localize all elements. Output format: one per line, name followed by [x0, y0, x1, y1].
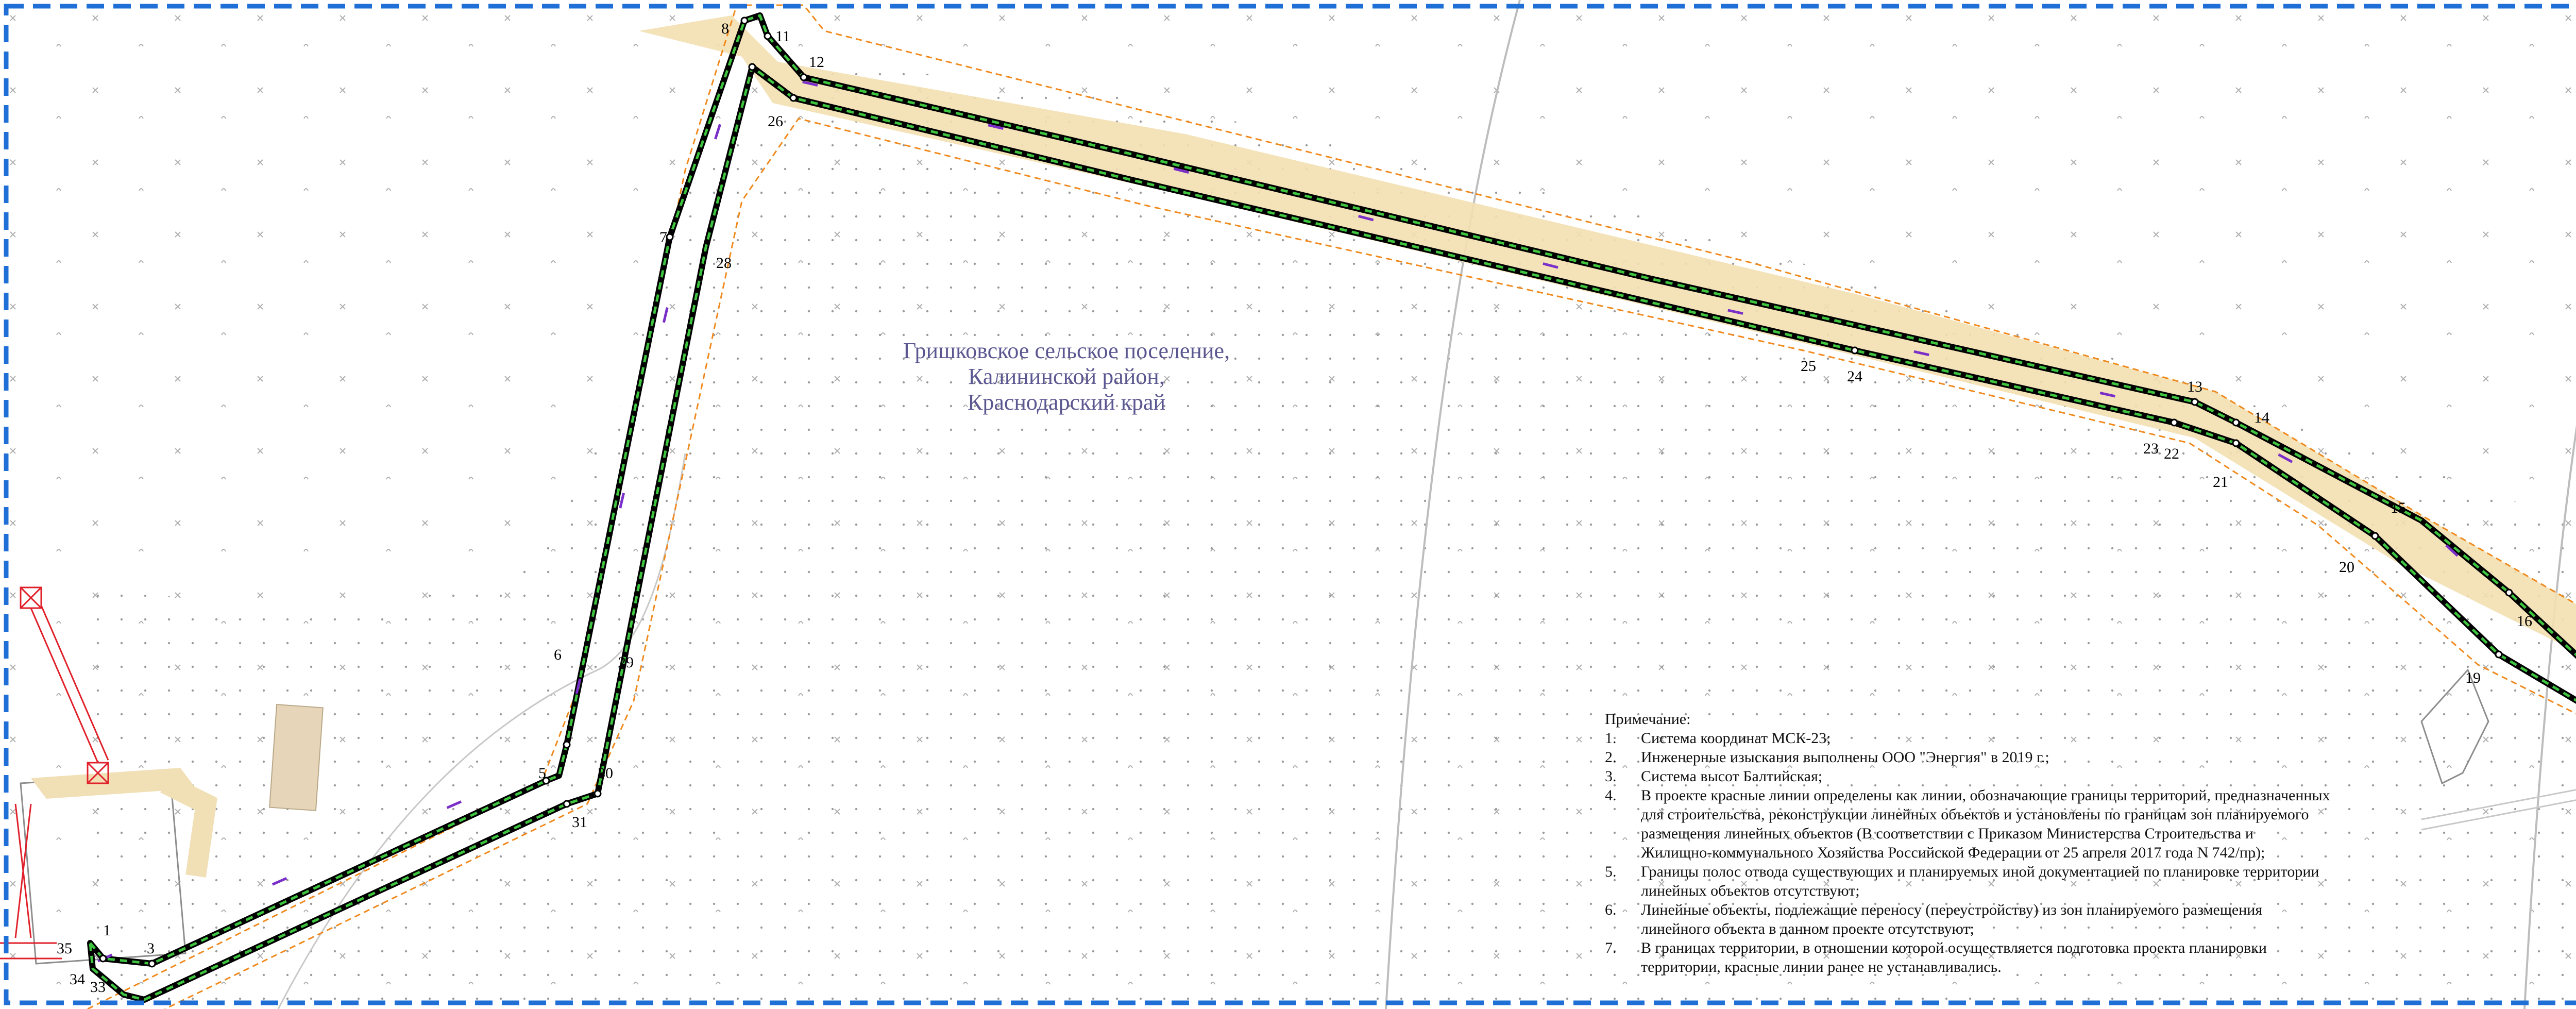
- point-label-6: 6: [554, 646, 562, 663]
- note-number: 6.: [1605, 901, 1617, 918]
- point-label-21: 21: [2213, 474, 2228, 491]
- note-number: 7.: [1605, 939, 1617, 956]
- corridor-fill: [639, 15, 2576, 652]
- point-label-19: 19: [2465, 669, 2481, 686]
- point-label-3: 3: [147, 940, 155, 957]
- point-label-33: 33: [90, 979, 106, 996]
- point-label-22: 22: [2164, 445, 2179, 462]
- note-line: В проекте красные линии определены как л…: [1641, 787, 2330, 804]
- map-frame: [4, 4, 2576, 1005]
- region-label-line-2: Калининской район,: [968, 364, 1165, 389]
- note-line: Система высот Балтийская;: [1641, 768, 1822, 785]
- grey-road-3: [277, 453, 686, 1009]
- point-label-7: 7: [659, 229, 667, 246]
- left-road-band: [31, 768, 196, 799]
- note-line: Инженерные изыскания выполнены ООО "Энер…: [1641, 749, 2049, 766]
- notes-title: Примечание:: [1605, 711, 1690, 728]
- point-label-25: 25: [1801, 358, 1816, 375]
- point-label-34: 34: [70, 971, 85, 988]
- point-label-35: 35: [57, 940, 72, 957]
- note-line: Система координат МСК-23;: [1641, 730, 1831, 747]
- point-label-26: 26: [768, 113, 783, 130]
- note-line: линейных объектов отсутствуют;: [1641, 882, 1860, 899]
- grey-road-1: [1385, 0, 1521, 1009]
- point-label-16: 16: [2517, 613, 2532, 630]
- point-label-23: 23: [2143, 440, 2159, 457]
- point-label-13: 13: [2187, 378, 2202, 395]
- pipeline: [97, 28, 2576, 963]
- note-number: 2.: [1605, 749, 1617, 766]
- point-label-30: 30: [598, 765, 613, 782]
- note-number: 3.: [1605, 768, 1617, 785]
- note-line: В границах территории, в отношении котор…: [1641, 939, 2267, 956]
- region-label-line-1: Гришковское сельское поселение,: [903, 338, 1230, 363]
- note-line: Жилищно-коммунального Хозяйства Российск…: [1641, 844, 2265, 861]
- left-road: [160, 774, 217, 878]
- point-label-14: 14: [2254, 409, 2269, 426]
- dotted-field: [77, 62, 2576, 1009]
- railway: [2421, 789, 2576, 831]
- note-number: 1.: [1605, 730, 1617, 747]
- note-line: Границы полос отвода существующих и план…: [1641, 863, 2319, 880]
- region-label: Гришковское сельское поселение, Калининс…: [903, 338, 1230, 415]
- point-label-1: 1: [103, 922, 111, 939]
- vertices: [99, 16, 2513, 968]
- point-label-29: 29: [618, 654, 634, 671]
- note-line: территории, красные линии ранее не устан…: [1641, 958, 2002, 976]
- note-number: 4.: [1605, 787, 1617, 804]
- note-line: линейного объекта в данном проекте отсут…: [1641, 920, 1974, 937]
- point-label-15: 15: [2391, 499, 2406, 516]
- building: [269, 704, 324, 811]
- region-label-line-3: Краснодарский край: [968, 390, 1165, 415]
- note-line: Линейные объекты, подлежащие переносу (п…: [1641, 901, 2262, 918]
- red-line-boundary: [87, 12, 2576, 1003]
- point-label-31: 31: [572, 814, 587, 831]
- point-label-12: 12: [809, 54, 824, 71]
- point-label-24: 24: [1847, 368, 1862, 385]
- shield-structure: [2420, 668, 2489, 785]
- orange-buffer: [87, 4, 2576, 1009]
- note-line: размещения линейных объектов (В соответс…: [1641, 825, 2253, 842]
- grey-road-2: [2523, 425, 2576, 1009]
- point-label-28: 28: [716, 255, 732, 272]
- notes-block: Примечание: 1. Система координат МСК-23; 2.…: [1605, 711, 2330, 976]
- point-label-5: 5: [538, 765, 546, 782]
- note-line: для строительства, реконструкции линейны…: [1641, 806, 2309, 823]
- point-label-20: 20: [2339, 559, 2354, 576]
- point-label-8: 8: [721, 20, 729, 37]
- point-label-11: 11: [775, 28, 790, 45]
- red-power-line: [0, 586, 109, 960]
- point-labels: 1 3 5 6 7 8 11 12 13 14 15 16 17 18 19 2…: [57, 20, 2532, 996]
- note-number: 5.: [1605, 863, 1617, 880]
